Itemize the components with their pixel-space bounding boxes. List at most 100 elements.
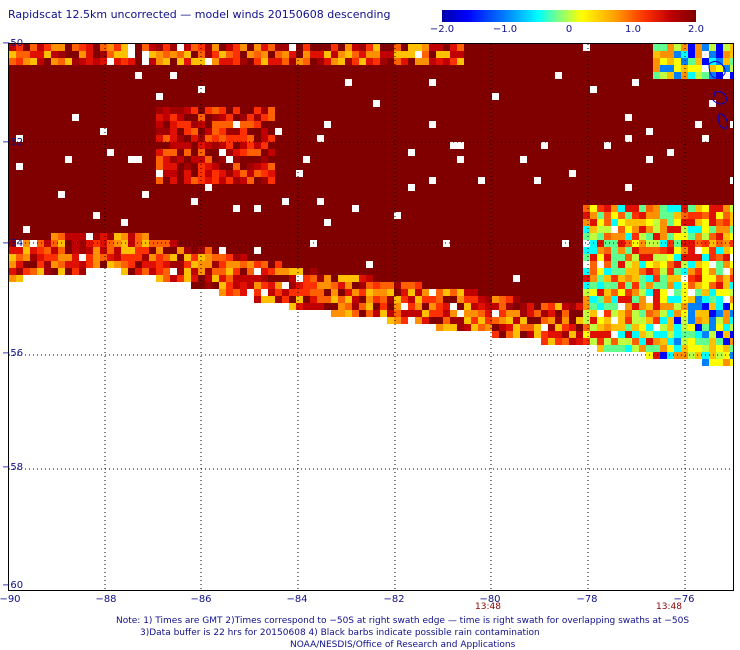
wind-cell	[275, 86, 282, 93]
wind-cell	[492, 163, 499, 170]
wind-cell	[597, 107, 604, 114]
wind-cell	[688, 219, 695, 226]
wind-cell	[247, 107, 254, 114]
wind-cell	[429, 65, 436, 72]
wind-cell	[653, 275, 660, 282]
wind-cell	[177, 247, 184, 254]
wind-cell	[583, 163, 590, 170]
wind-cell	[562, 289, 569, 296]
wind-cell	[611, 79, 618, 86]
wind-cell	[660, 219, 667, 226]
wind-cell	[576, 205, 583, 212]
wind-cell	[275, 100, 282, 107]
wind-cell	[625, 121, 632, 128]
wind-cell	[275, 289, 282, 296]
wind-map-panel[interactable]	[8, 43, 734, 591]
wind-cell	[541, 107, 548, 114]
wind-cell	[527, 121, 534, 128]
wind-cell	[282, 177, 289, 184]
wind-cell	[632, 149, 639, 156]
wind-cell	[373, 121, 380, 128]
wind-cell	[100, 198, 107, 205]
wind-cell	[268, 212, 275, 219]
wind-cell	[72, 128, 79, 135]
wind-cell	[107, 226, 114, 233]
wind-cell	[9, 219, 16, 226]
wind-cell	[478, 198, 485, 205]
wind-cell	[562, 275, 569, 282]
wind-cell	[597, 233, 604, 240]
wind-cell	[163, 261, 170, 268]
wind-cell	[324, 100, 331, 107]
wind-cell	[674, 128, 681, 135]
wind-cell	[275, 268, 282, 275]
wind-cell	[9, 51, 16, 58]
wind-cell	[646, 135, 653, 142]
wind-cell	[716, 156, 723, 163]
wind-cell	[324, 72, 331, 79]
wind-cell	[44, 219, 51, 226]
wind-cell	[142, 261, 149, 268]
wind-cell	[380, 198, 387, 205]
wind-cell	[450, 247, 457, 254]
wind-cell	[296, 149, 303, 156]
wind-cell	[394, 114, 401, 121]
wind-cell	[79, 121, 86, 128]
wind-cell	[506, 324, 513, 331]
wind-cell	[380, 100, 387, 107]
wind-cell	[541, 268, 548, 275]
wind-cell	[695, 268, 702, 275]
wind-cell	[380, 170, 387, 177]
wind-cell	[317, 58, 324, 65]
wind-cell	[709, 149, 716, 156]
wind-cell	[30, 254, 37, 261]
wind-cell	[345, 51, 352, 58]
wind-cell	[562, 100, 569, 107]
wind-cell	[471, 79, 478, 86]
wind-cell	[506, 247, 513, 254]
wind-cell	[548, 114, 555, 121]
wind-cell	[730, 79, 733, 86]
wind-cell	[37, 219, 44, 226]
wind-cell	[37, 100, 44, 107]
wind-cell	[583, 212, 590, 219]
wind-cell	[422, 100, 429, 107]
wind-cell	[471, 247, 478, 254]
wind-cell	[415, 317, 422, 324]
wind-cell	[716, 177, 723, 184]
wind-cell	[163, 51, 170, 58]
wind-cell	[268, 240, 275, 247]
wind-cell	[16, 65, 23, 72]
wind-cell	[723, 184, 730, 191]
wind-cell	[443, 191, 450, 198]
wind-cell	[569, 338, 576, 345]
wind-cell	[149, 233, 156, 240]
wind-cell	[611, 310, 618, 317]
wind-cell	[177, 212, 184, 219]
wind-cell	[464, 86, 471, 93]
wind-cell	[541, 156, 548, 163]
wind-cell	[16, 149, 23, 156]
wind-cell	[58, 254, 65, 261]
wind-cell	[331, 72, 338, 79]
wind-cell	[317, 233, 324, 240]
wind-cell	[212, 240, 219, 247]
wind-cell	[597, 44, 604, 51]
wind-cell	[268, 282, 275, 289]
wind-cell	[450, 317, 457, 324]
wind-cell	[674, 51, 681, 58]
wind-cell	[632, 51, 639, 58]
wind-cell	[499, 317, 506, 324]
wind-cell	[198, 79, 205, 86]
wind-cell	[303, 198, 310, 205]
wind-cell	[303, 170, 310, 177]
wind-cell	[114, 163, 121, 170]
wind-cell	[177, 163, 184, 170]
wind-cell	[478, 44, 485, 51]
wind-cell	[464, 324, 471, 331]
wind-cell	[345, 177, 352, 184]
wind-cell	[555, 107, 562, 114]
wind-cell	[170, 247, 177, 254]
wind-cell	[611, 128, 618, 135]
wind-cell	[261, 86, 268, 93]
